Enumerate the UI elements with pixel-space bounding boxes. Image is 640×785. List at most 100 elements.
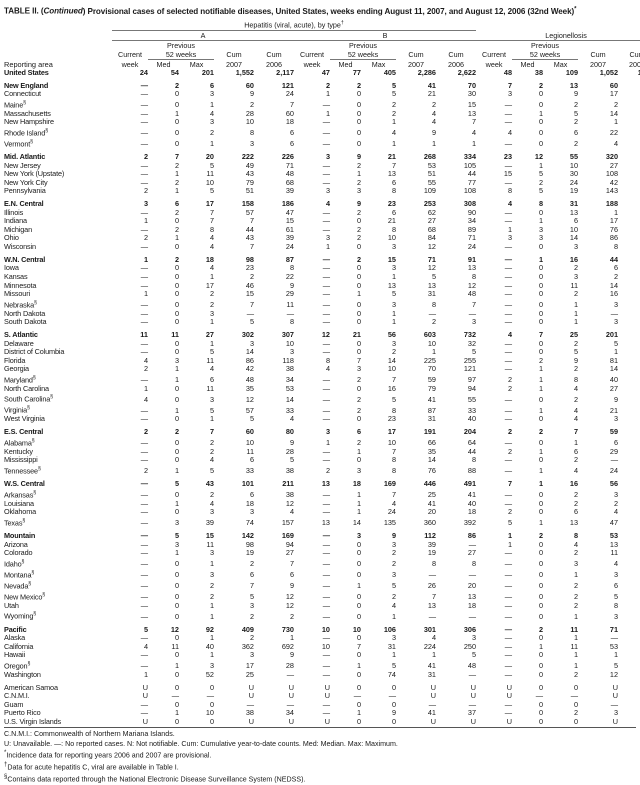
cell-value: 4 xyxy=(573,466,579,476)
cell-value: 16 xyxy=(569,254,579,264)
cell-value: 2 xyxy=(573,139,579,149)
table-row: E.S. Central 2 2 7 60 80 3 6 17 191 204 2 2 7 5957 xyxy=(4,428,640,437)
cell-value: 2 xyxy=(507,383,513,393)
row-area-label: Vermont§ xyxy=(4,138,33,149)
cell-value: 11 xyxy=(570,280,579,290)
cell-value: 0 xyxy=(356,338,361,348)
cell-value: 23 xyxy=(245,263,254,273)
cell-value: 3 xyxy=(573,272,579,281)
cell-value: — xyxy=(504,117,513,127)
cell-value: — xyxy=(322,531,330,541)
cell-value: 2 xyxy=(538,355,544,365)
cell-value: 58 xyxy=(618,162,640,171)
cell-value: 3 xyxy=(613,708,619,718)
cell-value: — xyxy=(504,581,513,591)
cell-value: 38 xyxy=(285,364,294,374)
row-area-label: Idaho§ xyxy=(4,558,25,569)
cell-value: 1 xyxy=(538,479,544,489)
cell-value: 11 xyxy=(570,641,579,651)
cell-value: — xyxy=(322,592,330,602)
cell-value: 2 xyxy=(209,300,214,310)
cell-value: 0 xyxy=(356,570,361,580)
row-footnote-marker: § xyxy=(31,569,35,576)
header-cum2006-a-top: Cum xyxy=(266,50,282,60)
cell-value: 8 xyxy=(391,466,396,476)
table-row: North Dakota—03———01———01—— xyxy=(4,309,640,319)
cell-value: 0 xyxy=(538,263,544,273)
cell-value: 0 xyxy=(174,716,179,726)
cell-value: 23 xyxy=(618,217,640,226)
cell-value: 2 xyxy=(174,80,179,90)
cell-value: 2 xyxy=(143,427,148,437)
cell-value: 2 xyxy=(174,207,179,217)
header-med-b: Med xyxy=(338,59,353,69)
cell-value: 1 xyxy=(618,709,640,718)
cell-value: — xyxy=(140,300,148,310)
row-area-label: American Samoa xyxy=(4,682,58,692)
cell-value: 0 xyxy=(174,592,179,602)
cell-value: 108 xyxy=(605,169,619,179)
cell-value: 12 xyxy=(609,669,619,679)
cell-value: 0 xyxy=(174,280,179,290)
cell-value: 5 xyxy=(538,186,544,196)
cell-value: 112 xyxy=(424,531,436,541)
cell-value: — xyxy=(322,272,330,281)
table-row: W.S. Central — 5 43 101 211 13 18 169 446 491 7 1 16 5… xyxy=(4,480,640,489)
cell-value: — xyxy=(140,160,148,170)
cell-value: 14 xyxy=(352,518,361,528)
cell-value: 8 xyxy=(249,128,254,138)
cell-value: 91 xyxy=(467,254,477,264)
cell-value: 62 xyxy=(427,207,436,217)
cell-value: 1 xyxy=(174,169,179,179)
cell-value: 15 xyxy=(387,254,396,264)
cell-value: 5 xyxy=(471,650,477,660)
cell-value: 0 xyxy=(356,300,361,310)
cell-value: 7 xyxy=(174,152,179,162)
cell-value: — xyxy=(140,479,148,489)
cell-value: 362 xyxy=(241,641,254,651)
cell-value: — xyxy=(140,241,148,251)
cell-value: — xyxy=(140,272,148,281)
cell-value: 1 xyxy=(573,611,579,621)
cell-value: 2 xyxy=(573,581,579,591)
cell-value: 6 xyxy=(289,128,294,138)
cell-value: 0 xyxy=(356,600,361,610)
cell-value: 24 xyxy=(285,241,294,251)
cell-value: 6 xyxy=(613,438,619,448)
cell-value: — xyxy=(610,699,619,709)
cell-value: 6 xyxy=(249,570,254,580)
table-row: Guam—00———00———00—— xyxy=(4,699,640,710)
cell-value: 1 xyxy=(431,139,436,149)
cell-value: 0 xyxy=(538,207,544,217)
row-footnote-marker: § xyxy=(50,394,53,401)
cell-value: 186 xyxy=(281,199,294,209)
cell-value: — xyxy=(504,661,513,671)
cell-value: 1 xyxy=(209,600,214,610)
cell-value: 55 xyxy=(569,152,579,162)
cell-value: 2 xyxy=(174,427,179,437)
cell-value: — xyxy=(322,394,330,404)
cell-value: 60 xyxy=(285,108,294,118)
cell-value: 3 xyxy=(325,427,330,437)
cell-value: U xyxy=(430,691,436,701)
header-year-2007-b: 2007 xyxy=(408,59,424,69)
cell-value: 1 xyxy=(538,641,544,651)
cell-value: 3 xyxy=(391,570,396,580)
cell-value: 1 xyxy=(431,650,436,660)
cell-value: 1 xyxy=(356,708,361,718)
cell-value: 226 xyxy=(281,152,294,162)
cell-value: 74 xyxy=(618,179,640,188)
cell-value: 6 xyxy=(289,570,294,580)
cell-value: — xyxy=(322,548,330,558)
cell-value: — xyxy=(618,701,640,710)
cell-value: 5 xyxy=(209,186,214,196)
cell-value: 12 xyxy=(170,624,179,634)
cell-value: 13 xyxy=(569,207,579,217)
cell-value: — xyxy=(504,650,513,660)
cell-value: 246 xyxy=(618,331,640,340)
cell-value: 3 xyxy=(209,570,214,580)
cell-value: 10 xyxy=(352,624,361,634)
cell-value: 1 xyxy=(356,507,361,517)
